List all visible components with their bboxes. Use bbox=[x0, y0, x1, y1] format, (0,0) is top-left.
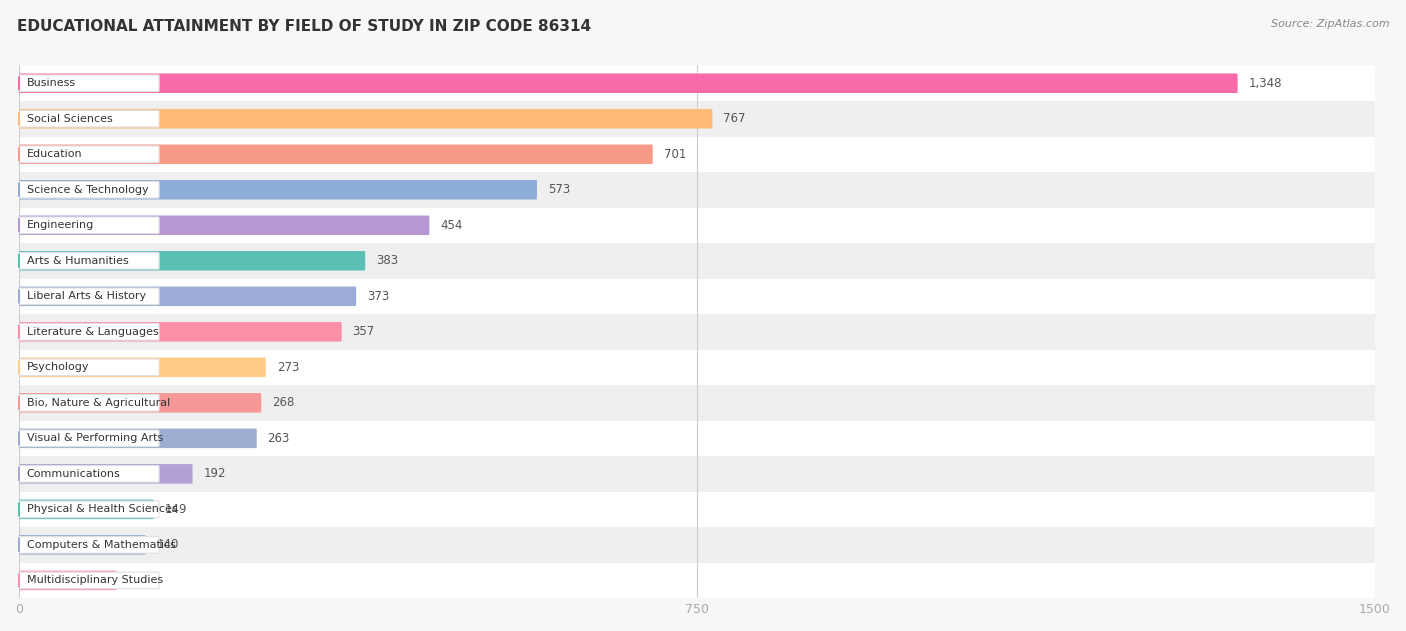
FancyBboxPatch shape bbox=[20, 535, 146, 555]
Bar bbox=[20, 208, 1375, 243]
Text: Psychology: Psychology bbox=[27, 362, 89, 372]
FancyBboxPatch shape bbox=[20, 536, 159, 553]
Text: Social Sciences: Social Sciences bbox=[27, 114, 112, 124]
FancyBboxPatch shape bbox=[20, 73, 1237, 93]
Text: Education: Education bbox=[27, 150, 83, 159]
Text: Literature & Languages: Literature & Languages bbox=[27, 327, 159, 337]
Text: Arts & Humanities: Arts & Humanities bbox=[27, 256, 128, 266]
Text: 108: 108 bbox=[128, 574, 149, 587]
Text: 573: 573 bbox=[548, 183, 569, 196]
Text: Multidisciplinary Studies: Multidisciplinary Studies bbox=[27, 575, 163, 586]
Bar bbox=[20, 385, 1375, 421]
Bar bbox=[20, 456, 1375, 492]
Bar bbox=[20, 243, 1375, 278]
Text: Liberal Arts & History: Liberal Arts & History bbox=[27, 292, 146, 301]
FancyBboxPatch shape bbox=[20, 110, 159, 127]
Bar bbox=[20, 527, 1375, 563]
Text: Source: ZipAtlas.com: Source: ZipAtlas.com bbox=[1271, 19, 1389, 29]
Text: Bio, Nature & Agricultural: Bio, Nature & Agricultural bbox=[27, 398, 170, 408]
FancyBboxPatch shape bbox=[20, 464, 193, 483]
FancyBboxPatch shape bbox=[20, 75, 159, 91]
Bar bbox=[20, 421, 1375, 456]
FancyBboxPatch shape bbox=[20, 570, 117, 590]
Bar bbox=[20, 172, 1375, 208]
Text: 373: 373 bbox=[367, 290, 389, 303]
FancyBboxPatch shape bbox=[20, 322, 342, 341]
Bar bbox=[20, 66, 1375, 101]
Text: 701: 701 bbox=[664, 148, 686, 161]
FancyBboxPatch shape bbox=[20, 182, 159, 198]
FancyBboxPatch shape bbox=[20, 288, 159, 305]
Bar bbox=[20, 136, 1375, 172]
Text: Communications: Communications bbox=[27, 469, 121, 479]
Bar bbox=[20, 350, 1375, 385]
FancyBboxPatch shape bbox=[20, 251, 366, 271]
Text: 454: 454 bbox=[440, 219, 463, 232]
Text: 268: 268 bbox=[273, 396, 294, 410]
FancyBboxPatch shape bbox=[20, 180, 537, 199]
Bar bbox=[20, 101, 1375, 136]
Text: Engineering: Engineering bbox=[27, 220, 94, 230]
Text: Physical & Health Sciences: Physical & Health Sciences bbox=[27, 504, 177, 514]
FancyBboxPatch shape bbox=[20, 428, 257, 448]
FancyBboxPatch shape bbox=[20, 501, 159, 517]
FancyBboxPatch shape bbox=[20, 216, 429, 235]
FancyBboxPatch shape bbox=[20, 146, 159, 163]
FancyBboxPatch shape bbox=[20, 109, 713, 129]
Text: EDUCATIONAL ATTAINMENT BY FIELD OF STUDY IN ZIP CODE 86314: EDUCATIONAL ATTAINMENT BY FIELD OF STUDY… bbox=[17, 19, 591, 34]
Bar bbox=[20, 314, 1375, 350]
Text: 140: 140 bbox=[156, 538, 179, 551]
Text: 263: 263 bbox=[267, 432, 290, 445]
FancyBboxPatch shape bbox=[20, 286, 356, 306]
Bar bbox=[20, 563, 1375, 598]
FancyBboxPatch shape bbox=[20, 500, 153, 519]
Text: 273: 273 bbox=[277, 361, 299, 374]
FancyBboxPatch shape bbox=[20, 572, 159, 589]
Text: 149: 149 bbox=[165, 503, 187, 516]
FancyBboxPatch shape bbox=[20, 393, 262, 413]
Text: 1,348: 1,348 bbox=[1249, 77, 1282, 90]
FancyBboxPatch shape bbox=[20, 358, 266, 377]
FancyBboxPatch shape bbox=[20, 217, 159, 233]
FancyBboxPatch shape bbox=[20, 359, 159, 375]
Text: Visual & Performing Arts: Visual & Performing Arts bbox=[27, 433, 163, 444]
FancyBboxPatch shape bbox=[20, 466, 159, 482]
Text: 767: 767 bbox=[723, 112, 745, 125]
Text: 192: 192 bbox=[204, 468, 226, 480]
FancyBboxPatch shape bbox=[20, 252, 159, 269]
FancyBboxPatch shape bbox=[20, 394, 159, 411]
Text: Computers & Mathematics: Computers & Mathematics bbox=[27, 540, 176, 550]
Bar bbox=[20, 278, 1375, 314]
Text: Business: Business bbox=[27, 78, 76, 88]
Bar bbox=[20, 492, 1375, 527]
FancyBboxPatch shape bbox=[20, 144, 652, 164]
FancyBboxPatch shape bbox=[20, 324, 159, 340]
Text: 357: 357 bbox=[353, 326, 375, 338]
FancyBboxPatch shape bbox=[20, 430, 159, 447]
Text: Science & Technology: Science & Technology bbox=[27, 185, 148, 195]
Text: 383: 383 bbox=[375, 254, 398, 268]
